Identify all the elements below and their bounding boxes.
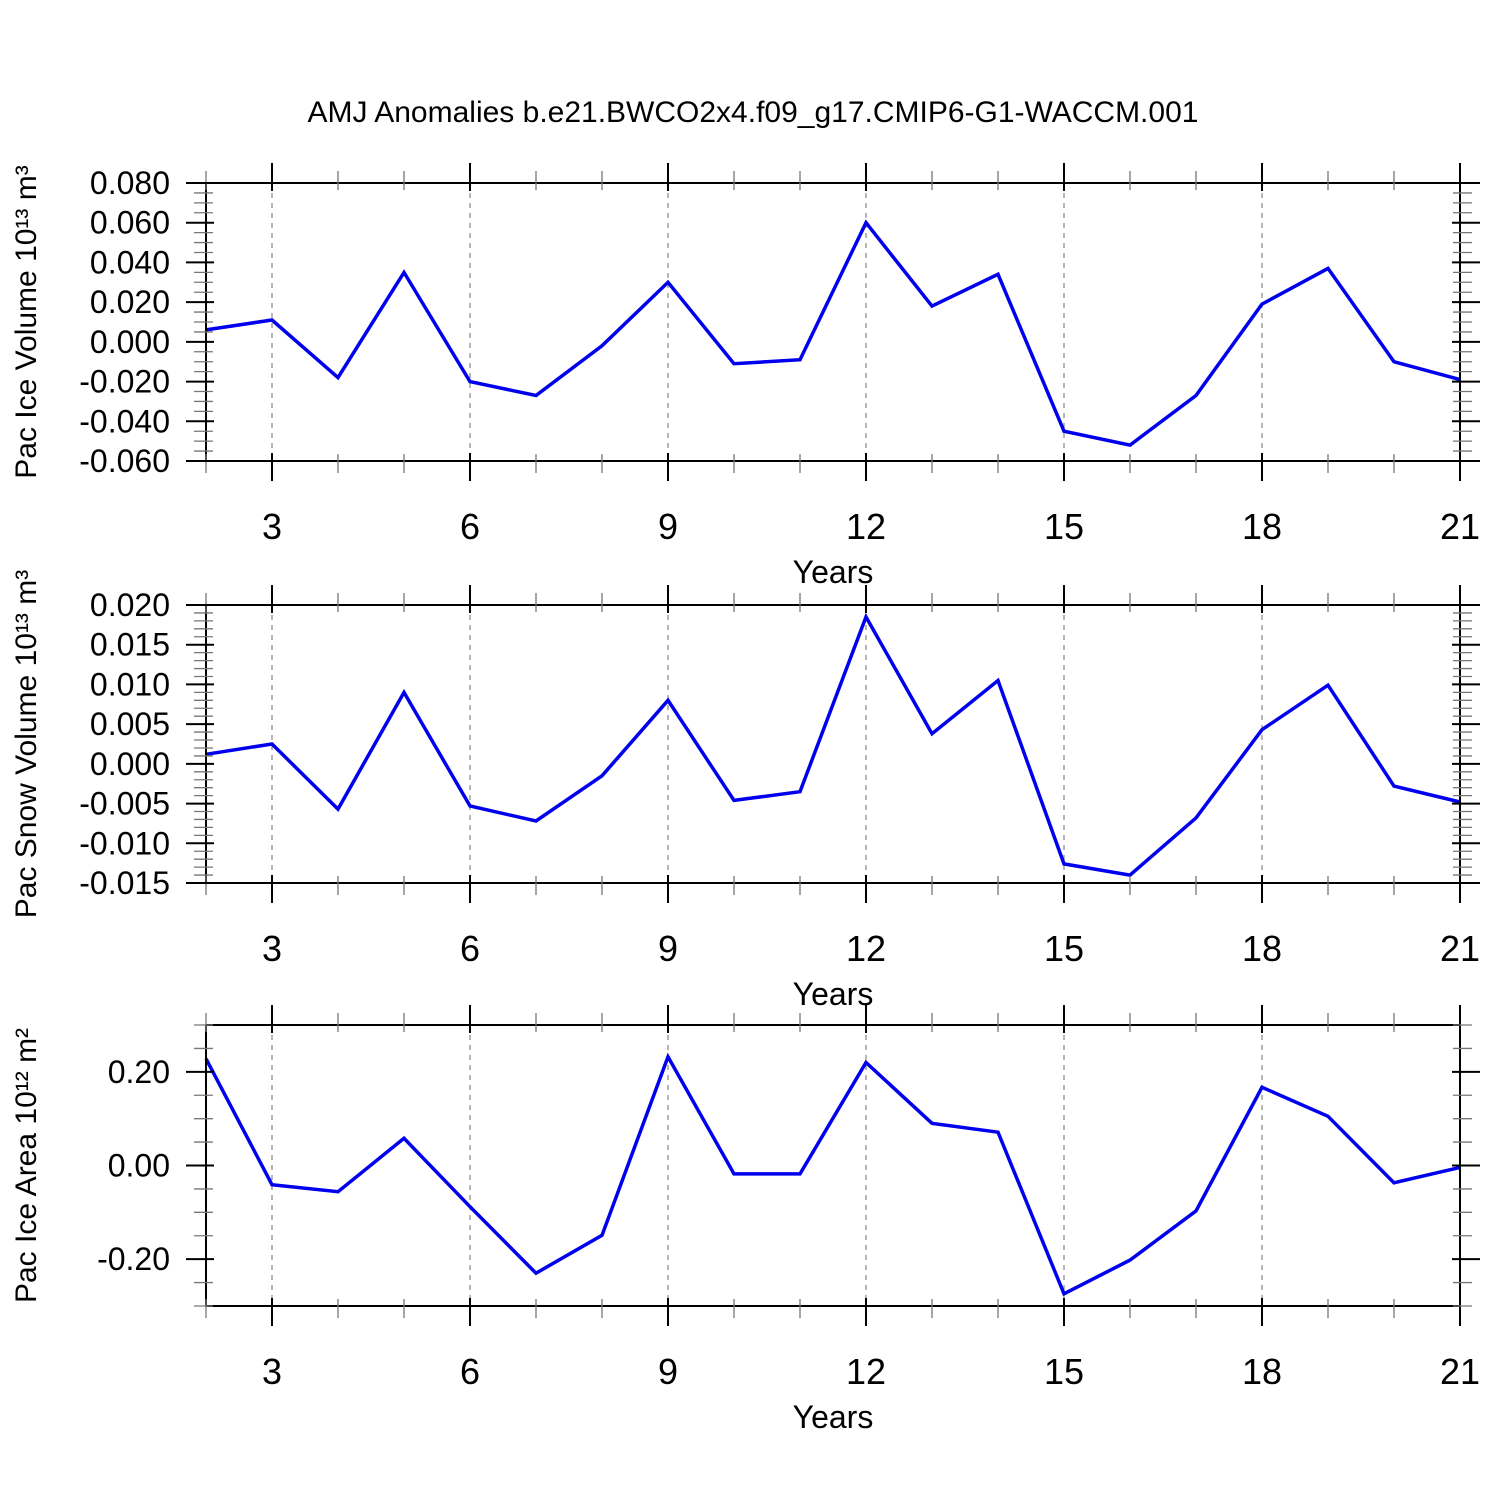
gridlines [271,605,1263,883]
data-series-line [205,612,1461,877]
x-tick-label: 9 [658,1351,678,1392]
x-axis-label: Years [793,554,874,590]
y-tick-label: 0.080 [90,165,170,201]
x-tick-label: 3 [262,506,282,547]
x-tick-label: 9 [658,928,678,969]
y-tick-label: 0.020 [90,587,170,623]
plot-frame [205,1024,1461,1307]
y-axis-label: Pac Ice Area 10¹² m² [10,1028,43,1303]
x-tick-label: 12 [846,928,886,969]
x-tick-label: 18 [1242,1351,1282,1392]
plot-frame [205,182,1461,462]
y-ticks [186,604,1480,884]
x-tick-label: 12 [846,1351,886,1392]
x-axis-label: Years [793,1399,874,1435]
y-tick-label: 0.020 [90,284,170,320]
x-tick-label: 21 [1440,506,1480,547]
y-tick-label: -0.060 [79,443,170,479]
x-tick-label: 3 [262,1351,282,1392]
y-ticks [186,1024,1480,1307]
chart-title: AMJ Anomalies b.e21.BWCO2x4.f09_g17.CMIP… [307,96,1199,129]
x-tick-label: 18 [1242,506,1282,547]
x-tick-label: 6 [460,1351,480,1392]
y-tick-label: 0.015 [90,627,170,663]
gridlines [271,183,1263,461]
x-ticks [205,1005,1461,1326]
x-tick-label: 3 [262,928,282,969]
x-tick-label: 12 [846,506,886,547]
y-tick-label: -0.020 [79,364,170,400]
plot-frame [205,604,1461,884]
x-tick-label: 15 [1044,506,1084,547]
x-ticks [205,163,1461,481]
y-tick-label: 0.20 [108,1054,170,1090]
y-ticks [186,182,1480,462]
x-tick-label: 21 [1440,1351,1480,1392]
y-tick-label: 0.060 [90,205,170,241]
x-tick-label: 15 [1044,1351,1084,1392]
y-tick-label: 0.005 [90,706,170,742]
y-tick-label: 0.00 [108,1148,170,1184]
y-tick-label: -0.20 [97,1241,170,1277]
x-tick-label: 9 [658,506,678,547]
x-tick-label: 6 [460,506,480,547]
y-tick-label: 0.000 [90,746,170,782]
y-tick-label: -0.010 [79,825,170,861]
data-series-line [205,219,1461,447]
x-tick-label: 18 [1242,928,1282,969]
x-tick-label: 15 [1044,928,1084,969]
y-tick-label: 0.040 [90,244,170,280]
x-tick-label: 21 [1440,928,1480,969]
data-series-line [204,1052,1461,1297]
y-tick-label: 0.010 [90,666,170,702]
x-tick-label: 6 [460,928,480,969]
y-axis-label: Pac Ice Volume 10¹³ m³ [10,165,43,478]
y-tick-label: -0.040 [79,403,170,439]
y-tick-label: 0.000 [90,324,170,360]
x-axis-label: Years [793,976,874,1012]
gridlines [271,1025,1263,1306]
panel-3: 3 6 9 12 15 18 21 0.20 0.00 -0.20 Pac Ice Area 10¹… [10,1005,1480,1435]
x-ticks [205,585,1461,903]
y-tick-label: -0.005 [79,786,170,822]
y-tick-label: -0.015 [79,865,170,901]
y-axis-label: Pac Snow Volume 10¹³ m³ [10,570,43,918]
